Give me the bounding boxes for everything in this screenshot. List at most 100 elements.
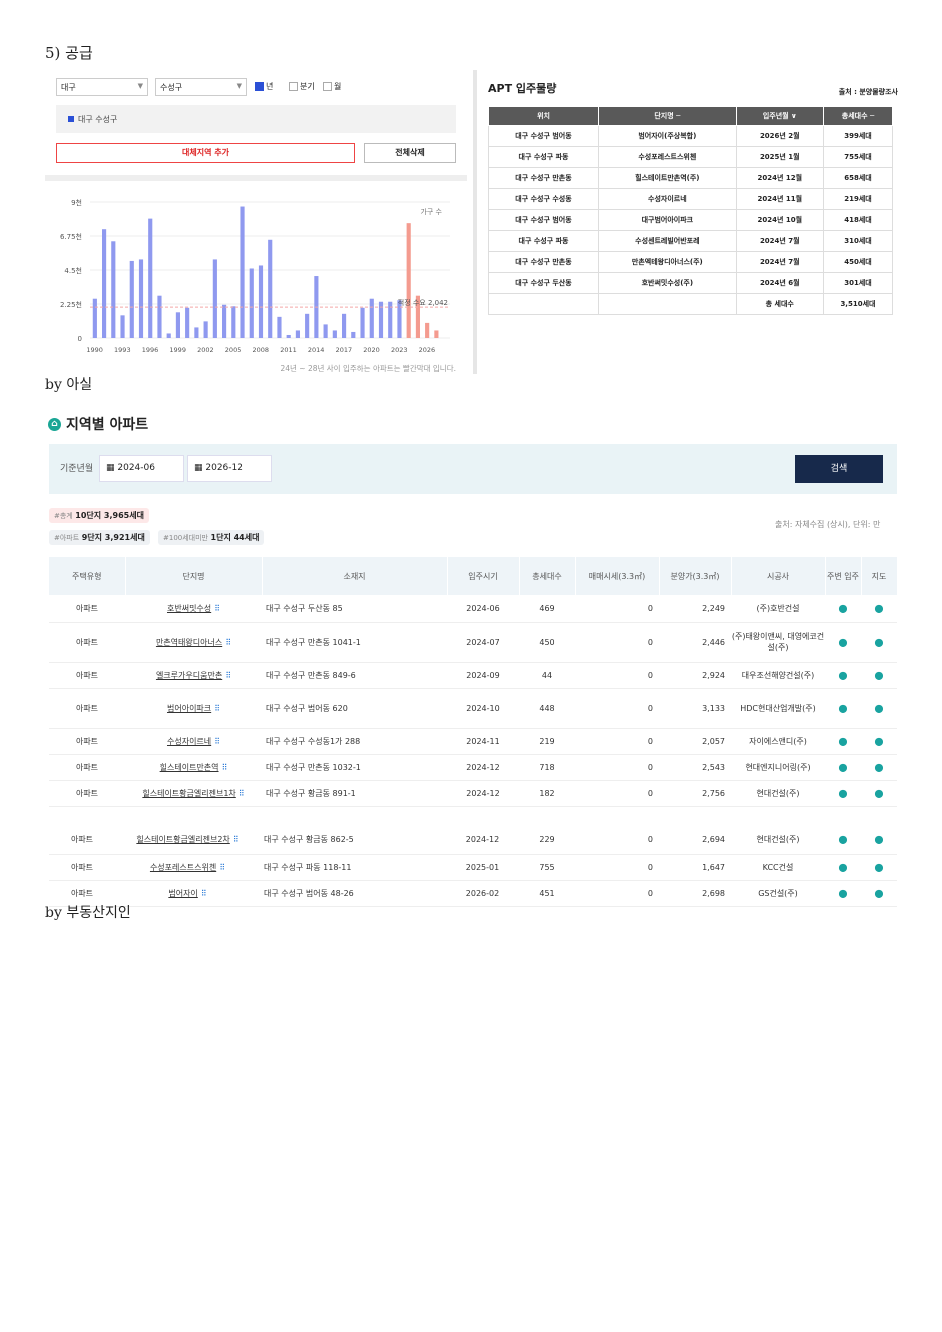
- region-cell: 0: [575, 854, 659, 881]
- apt-cell: 2026년 2월: [735, 125, 824, 147]
- apt-cell: 399세대: [822, 125, 894, 147]
- complex-link[interactable]: 호반써밋수성: [166, 603, 212, 613]
- map-pin-icon[interactable]: ⬤: [838, 888, 848, 898]
- district-select[interactable]: 수성구 ▼: [155, 78, 247, 96]
- complex-link[interactable]: 힐스테이트황금엘리젠브2차: [136, 835, 230, 845]
- region-header[interactable]: 분양가(3.3㎡): [659, 557, 732, 595]
- x-tick-label: 2017: [336, 346, 353, 354]
- region-cell: 2,057: [659, 728, 731, 755]
- grid-icon[interactable]: ⠿: [232, 835, 239, 845]
- region-header[interactable]: 입주시기: [447, 557, 520, 595]
- grid-icon[interactable]: ⠿: [214, 603, 221, 613]
- period-checkbox[interactable]: 년: [255, 81, 273, 92]
- grid-icon[interactable]: ⠿: [225, 637, 232, 647]
- start-date-input[interactable]: ▦ 2024-06: [99, 455, 184, 482]
- complex-link[interactable]: 만촌역태왕디아너스: [155, 637, 223, 647]
- complex-link[interactable]: 범어아이파크: [166, 703, 212, 713]
- cell-text: 대구 수성구 수성동1가 288: [266, 736, 361, 746]
- region-header[interactable]: 총세대수: [519, 557, 576, 595]
- region-cell[interactable]: 만촌역태왕디아너스 ⠿: [125, 622, 262, 663]
- grid-icon[interactable]: ⠿: [214, 736, 221, 746]
- supply-bar: [157, 295, 162, 338]
- cell-text: KCC건설: [762, 862, 794, 872]
- cell-text: 451: [539, 888, 555, 898]
- apt-header[interactable]: 총세대수 ─: [822, 106, 894, 126]
- complex-link[interactable]: 엘크루가우디움만촌: [155, 670, 223, 680]
- region-cell: 229: [519, 826, 575, 855]
- map-pin-icon[interactable]: ⬤: [874, 603, 884, 613]
- region-cell: 2,698: [659, 880, 731, 907]
- complex-link[interactable]: 힐스테이트만촌역: [159, 762, 219, 772]
- map-pin-icon[interactable]: ⬤: [838, 788, 848, 798]
- map-pin-icon[interactable]: ⬤: [874, 835, 884, 845]
- map-pin-icon[interactable]: ⬤: [874, 862, 884, 872]
- search-button[interactable]: 검색: [795, 455, 883, 483]
- map-pin-icon[interactable]: ⬤: [874, 736, 884, 746]
- apt-cell: [598, 293, 737, 315]
- region-cell[interactable]: 범어아이파크 ⠿: [125, 688, 262, 729]
- complex-link[interactable]: 수성자이르네: [166, 736, 212, 746]
- start-date-value: 2024-06: [117, 463, 155, 473]
- map-pin-icon[interactable]: ⬤: [874, 762, 884, 772]
- map-pin-icon[interactable]: ⬤: [874, 670, 884, 680]
- cell-text: 2,756: [702, 788, 725, 798]
- complex-link[interactable]: 힐스테이트황금엘리젠브1차: [142, 788, 236, 798]
- apt-cell: 3,510세대: [822, 293, 894, 315]
- map-pin-icon[interactable]: ⬤: [838, 762, 848, 772]
- region-cell: ⬤: [861, 854, 897, 881]
- add-region-button[interactable]: 대체지역 추가: [56, 143, 355, 163]
- grid-icon[interactable]: ⠿: [200, 888, 207, 898]
- region-cell[interactable]: 힐스테이트만촌역 ⠿: [125, 754, 262, 781]
- region-header[interactable]: 단지명: [125, 557, 263, 595]
- map-pin-icon[interactable]: ⬤: [874, 788, 884, 798]
- region-header[interactable]: 주변 입주: [825, 557, 862, 595]
- supply-bar: [240, 206, 245, 338]
- end-date-input[interactable]: ▦ 2026-12: [187, 455, 272, 482]
- city-select[interactable]: 대구 ▼: [56, 78, 148, 96]
- map-pin-icon[interactable]: ⬤: [838, 670, 848, 680]
- grid-icon[interactable]: ⠿: [219, 862, 226, 872]
- complex-link[interactable]: 수성포레스트스위첸: [149, 862, 217, 872]
- map-pin-icon[interactable]: ⬤: [838, 835, 848, 845]
- cell-text: 2025-01: [465, 862, 500, 872]
- map-pin-icon[interactable]: ⬤: [874, 888, 884, 898]
- complex-link[interactable]: 범어자이: [168, 888, 198, 898]
- cell-text: 448: [539, 703, 555, 713]
- period-checkbox[interactable]: 분기: [289, 81, 315, 92]
- region-cell: 2,249: [659, 595, 731, 623]
- region-cell: 755: [519, 854, 575, 881]
- region-cell[interactable]: 힐스테이트황금엘리젠브1차 ⠿: [125, 780, 262, 807]
- grid-icon[interactable]: ⠿: [214, 703, 221, 713]
- region-cell[interactable]: 힐스테이트황금엘리젠브2차 ⠿: [115, 826, 260, 855]
- map-pin-icon[interactable]: ⬤: [838, 862, 848, 872]
- grid-icon[interactable]: ⠿: [238, 788, 245, 798]
- region-header[interactable]: 주택유형: [49, 557, 126, 595]
- region-header[interactable]: 매매시세(3.3㎡): [575, 557, 660, 595]
- map-pin-icon[interactable]: ⬤: [874, 703, 884, 713]
- region-cell[interactable]: 수성자이르네 ⠿: [125, 728, 262, 755]
- region-header[interactable]: 지도: [861, 557, 898, 595]
- map-pin-icon[interactable]: ⬤: [838, 736, 848, 746]
- apt-header[interactable]: 위치: [487, 106, 600, 126]
- region-cell: ⬤: [861, 780, 897, 807]
- region-cell[interactable]: 엘크루가우디움만촌 ⠿: [125, 662, 262, 689]
- map-pin-icon[interactable]: ⬤: [838, 603, 848, 613]
- region-cell[interactable]: 호반써밋수성 ⠿: [125, 595, 262, 623]
- delete-all-button[interactable]: 전체삭제: [364, 143, 456, 163]
- grid-icon[interactable]: ⠿: [221, 762, 228, 772]
- region-header[interactable]: 소재지: [262, 557, 448, 595]
- region-cell[interactable]: 범어자이 ⠿: [115, 880, 260, 907]
- cell-text: 2024-06: [466, 603, 500, 613]
- map-pin-icon[interactable]: ⬤: [874, 637, 884, 647]
- map-pin-icon[interactable]: ⬤: [838, 703, 848, 713]
- supply-bar: [351, 331, 356, 338]
- apt-header[interactable]: 입주년월 ∨: [735, 106, 824, 126]
- region-header[interactable]: 시공사: [731, 557, 826, 595]
- map-pin-icon[interactable]: ⬤: [838, 637, 848, 647]
- apt-header[interactable]: 단지명 ─: [598, 106, 737, 126]
- period-checkbox[interactable]: 월: [323, 81, 341, 92]
- grid-icon[interactable]: ⠿: [225, 670, 232, 680]
- region-cell[interactable]: 수성포레스트스위첸 ⠿: [115, 854, 260, 881]
- region-cell: ⬤: [825, 662, 861, 689]
- region-cell: ⬤: [861, 826, 897, 855]
